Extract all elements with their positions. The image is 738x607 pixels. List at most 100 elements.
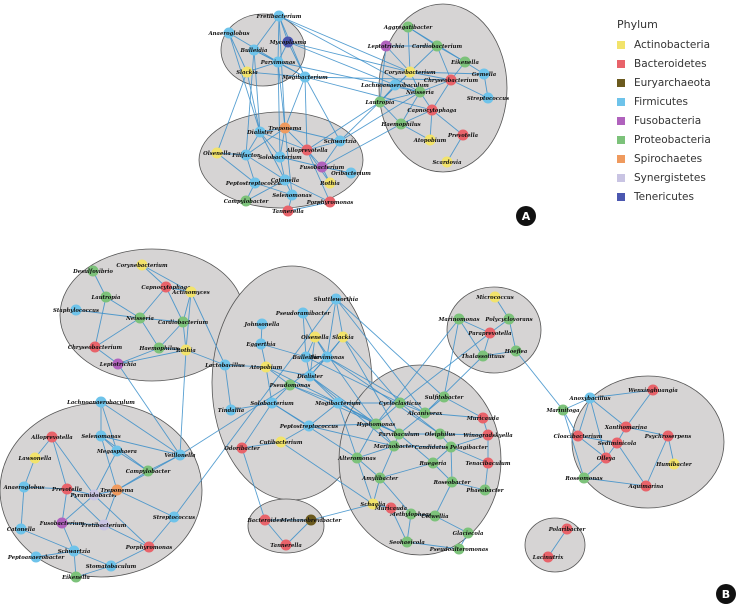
node-label: Rothia xyxy=(175,348,196,354)
edge xyxy=(436,45,452,81)
node-seohaeicola: Seohaeicola xyxy=(389,536,425,548)
node-marinitoga: Marinitoga xyxy=(545,404,580,416)
edge xyxy=(304,76,433,111)
node-chryseobacterium: Chryseobacterium xyxy=(68,341,123,353)
node-marker xyxy=(185,286,197,298)
node-olsenella: Olsenella xyxy=(301,331,329,343)
node-label: Fretibacterium xyxy=(81,523,127,529)
node-haemophilus: Haemophilus xyxy=(380,118,421,130)
node-label: Roseomonas xyxy=(564,476,602,482)
node-catonella: Catonella xyxy=(7,523,36,535)
node-label: Veillonella xyxy=(164,453,196,459)
node-marker xyxy=(89,341,101,353)
node-label: Porphyromonas xyxy=(306,200,354,206)
node-prevotella: Prevotella xyxy=(447,129,479,141)
node-marker xyxy=(61,483,73,495)
node-label: Ruegeria xyxy=(419,461,447,467)
node-label: Fretibacterium xyxy=(256,14,302,20)
edge xyxy=(287,41,411,73)
node-polycyclovorans: Polycyclovorans xyxy=(484,313,533,325)
node-label: Mycoplasma xyxy=(269,40,307,46)
node-treponema: Treponema xyxy=(100,484,134,496)
node-marker xyxy=(370,418,382,430)
node-olsenella: Olsenella xyxy=(203,147,231,159)
node-label: Hoeflea xyxy=(504,349,528,355)
node-label: Catonella xyxy=(271,178,300,184)
node-marker xyxy=(299,71,311,83)
node-marker xyxy=(561,523,573,535)
node-label: Leptotrichia xyxy=(367,44,405,50)
node-label: Xanthomarina xyxy=(604,425,648,431)
edge xyxy=(321,123,402,168)
node-label: Fusobacterium xyxy=(39,521,85,527)
edge xyxy=(309,375,395,447)
node-marker xyxy=(542,551,554,563)
node-leptotrichia: Leptotrichia xyxy=(99,358,137,370)
node-lactobacillus: Lactobacillus xyxy=(204,359,245,371)
node-marker xyxy=(18,481,30,493)
node-marker xyxy=(211,147,223,159)
edge xyxy=(284,127,341,142)
node-marker xyxy=(640,480,652,492)
edge xyxy=(103,524,150,548)
edge xyxy=(254,182,293,196)
node-schwartzia: Schwartzia xyxy=(324,135,357,147)
node-label: Parvibaculum xyxy=(378,432,420,438)
node-marker xyxy=(434,428,446,440)
edge xyxy=(419,79,452,93)
node-staphylococcus: Staphylococcus xyxy=(53,304,99,316)
node-marker xyxy=(482,92,494,104)
edge xyxy=(326,356,426,414)
node-label: Anoxybacillus xyxy=(569,396,611,402)
edge xyxy=(100,435,118,491)
legend-item-fusobacteria: Fusobacteria xyxy=(617,111,737,130)
node-marker xyxy=(479,484,491,496)
node-marker xyxy=(160,281,172,293)
node-marker xyxy=(30,551,42,563)
legend-label: Tenericutes xyxy=(634,190,694,203)
edge xyxy=(20,486,25,530)
node-phaeobacter: Phaeobacter xyxy=(465,484,505,496)
node-marker xyxy=(478,68,490,80)
edge xyxy=(185,291,192,351)
edge xyxy=(379,477,412,515)
node-marker xyxy=(457,129,469,141)
node-filifactor: Filifactor xyxy=(231,149,261,161)
edge xyxy=(577,397,591,437)
node-label: Haemophilus xyxy=(138,346,178,352)
node-label: Parvimonas xyxy=(309,355,345,361)
edge xyxy=(265,366,311,377)
node-marker xyxy=(482,429,494,441)
edge xyxy=(253,49,261,133)
edge xyxy=(61,522,105,526)
node-odoribacter: Odoribacter xyxy=(224,442,261,454)
node-bacteroides: Bacteroides xyxy=(246,514,283,526)
edge xyxy=(20,528,75,552)
node-parvimonas: Parvimonas xyxy=(309,351,345,363)
edge xyxy=(165,286,184,323)
edge xyxy=(179,384,291,456)
node-label: Scardovia xyxy=(432,160,462,166)
node-marker xyxy=(351,452,363,464)
node-marker xyxy=(427,457,439,469)
node-campylobacter: Campylobacter xyxy=(126,465,171,477)
edge xyxy=(337,402,358,459)
node-selenomonas: Selenomonas xyxy=(81,430,121,442)
node-label: Roseobacter xyxy=(433,480,472,486)
node-label: Corynebacterium xyxy=(384,70,436,76)
node-marker xyxy=(254,126,266,138)
node-atopobium: Atopobium xyxy=(249,361,283,373)
node-shuttleworthia: Shuttleworthia xyxy=(314,293,359,305)
node-marker xyxy=(477,412,489,424)
node-marker xyxy=(345,167,357,179)
node-marker xyxy=(279,122,291,134)
node-tannerella: Tannerella xyxy=(272,205,304,217)
node-eikenella: Eikenella xyxy=(61,571,90,583)
edge xyxy=(589,397,607,459)
node-anaeroglobus: Anaeroglobus xyxy=(3,481,44,493)
edge xyxy=(409,45,438,73)
edge xyxy=(245,154,286,181)
legend-title: Phylum xyxy=(617,18,658,31)
node-marker xyxy=(68,545,80,557)
node-marker xyxy=(429,510,441,522)
